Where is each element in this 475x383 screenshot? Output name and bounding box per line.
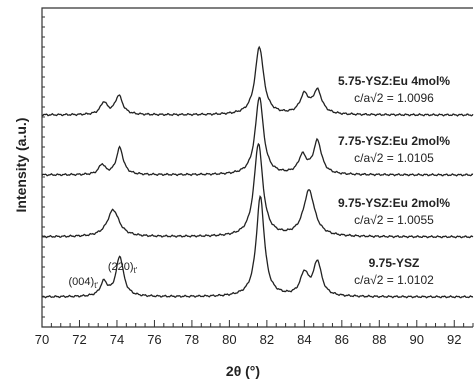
x-tick-label: 72 — [72, 332, 86, 347]
x-tick-label: 90 — [410, 332, 424, 347]
x-tick-label: 78 — [185, 332, 199, 347]
peak-annotation: (220)t' — [108, 261, 138, 275]
series-name-label: 5.75-YSZ:Eu 4mol% — [338, 74, 450, 88]
series-name-label: 7.75-YSZ:Eu 2mol% — [338, 134, 450, 148]
xrd-series-line — [41, 142, 474, 239]
sample-labels: 5.75-YSZ:Eu 4mol% c/a√2 = 1.0096 7.75-YSZ:… — [69, 74, 451, 290]
x-axis: 70 72 74 76 78 80 82 84 86 88 90 92 — [35, 16, 474, 347]
series-ratio-label: c/a√2 = 1.0102 — [354, 273, 434, 287]
x-tick-label: 82 — [260, 332, 274, 347]
series-name-label: 9.75-YSZ:Eu 2mol% — [338, 196, 450, 210]
series-ratio-label: c/a√2 = 1.0055 — [354, 213, 434, 227]
x-tick-label: 70 — [35, 332, 49, 347]
xrd-series-line — [41, 45, 474, 117]
xrd-series-line — [41, 96, 474, 177]
peak-annotation: (004)t' — [69, 276, 99, 290]
xrd-series-line — [41, 194, 474, 299]
y-axis-title: Intensity (a.u.) — [13, 118, 29, 213]
series-group — [41, 45, 474, 299]
series-name-label: 9.75-YSZ — [369, 256, 420, 270]
x-tick-label: 92 — [447, 332, 461, 347]
series-ratio-label: c/a√2 = 1.0096 — [354, 91, 434, 105]
x-axis-title: 2θ (°) — [226, 363, 260, 379]
series-ratio-label: c/a√2 = 1.0105 — [354, 151, 434, 165]
x-tick-label: 84 — [297, 332, 311, 347]
x-tick-label: 80 — [222, 332, 236, 347]
x-tick-label: 74 — [110, 332, 124, 347]
x-tick-label: 88 — [372, 332, 386, 347]
x-tick-label: 86 — [335, 332, 349, 347]
x-tick-label: 76 — [147, 332, 161, 347]
